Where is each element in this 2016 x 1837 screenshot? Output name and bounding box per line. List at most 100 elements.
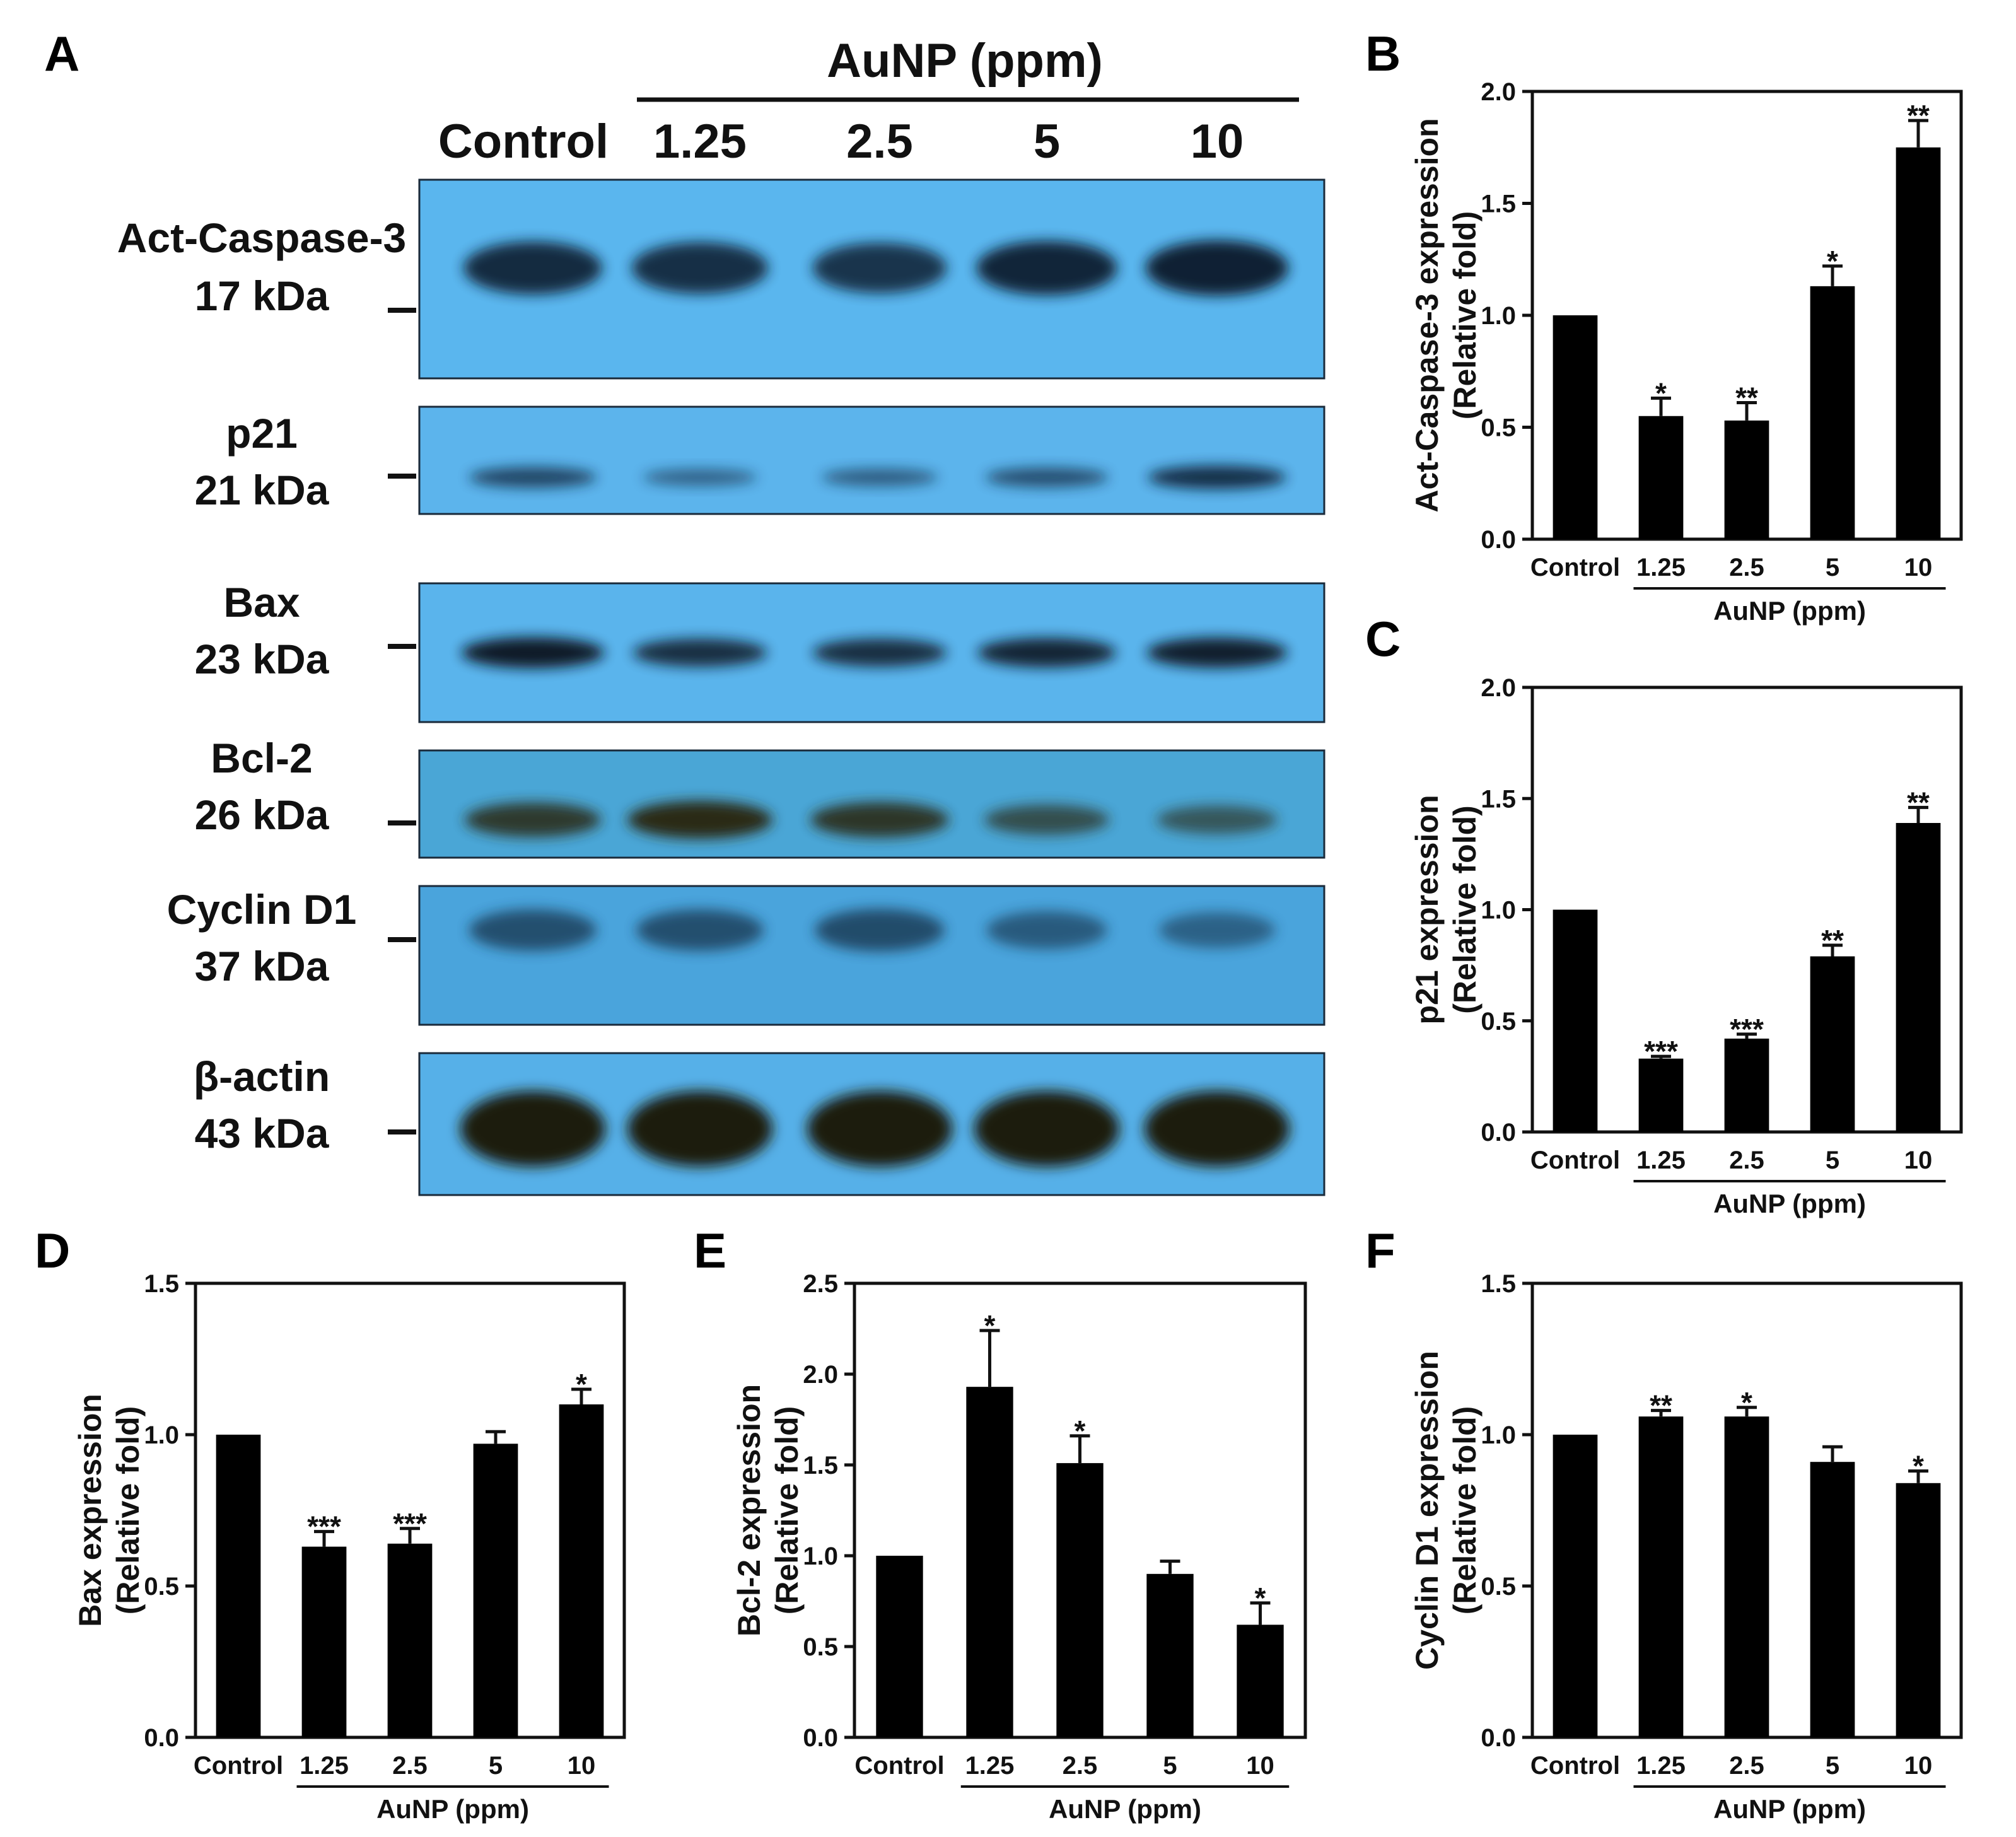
y-axis-subtitle: (Relative fold): [110, 1406, 146, 1615]
blot-5: β-actin 43 kDa: [194, 1052, 1326, 1196]
bar: [1810, 1462, 1855, 1737]
blot-band: [1146, 638, 1288, 668]
blot-band: [1145, 1091, 1290, 1167]
significance-marker: ***: [307, 1510, 341, 1543]
bar: [559, 1404, 604, 1737]
x-tick-label: 5: [1163, 1752, 1177, 1780]
chart-f: F 0.0 0.5 1.0 1.5 Cyclin D1 expression (Relati…: [1365, 1223, 1963, 1824]
x-tick-label: 10: [1904, 554, 1933, 581]
bar: [473, 1443, 518, 1737]
blot-band: [469, 909, 597, 951]
y-axis-subtitle: (Relative fold): [769, 1406, 805, 1615]
y-tick-label: 1.0: [144, 1421, 179, 1449]
blot-band: [643, 469, 757, 486]
panel-letter-a: A: [44, 26, 79, 81]
y-tick-label: 1.5: [1481, 1270, 1516, 1298]
y-tick-label: 0.0: [803, 1724, 838, 1752]
blot-band: [636, 909, 764, 951]
blot-2: Bax 23 kDa: [195, 579, 1326, 723]
blot-band: [807, 1091, 952, 1167]
lane-label-0: Control: [438, 115, 609, 168]
significance-marker: **: [1821, 924, 1844, 957]
blot-band: [627, 1091, 772, 1167]
blot-size-label: 26 kDa: [195, 791, 330, 838]
y-axis-subtitle: (Relative fold): [1447, 805, 1483, 1014]
significance-marker: *: [1827, 245, 1838, 277]
blot-band: [1157, 805, 1278, 834]
bar: [1896, 147, 1941, 539]
x-tick-label: 1.25: [965, 1752, 1015, 1780]
x-tick-label: Control: [854, 1752, 944, 1780]
chart-d: D 0.0 0.5 1.0 1.5 Bax expression (Relative fol…: [35, 1223, 626, 1824]
significance-marker: *: [1913, 1450, 1924, 1483]
bar: [1724, 1038, 1769, 1132]
group-label: AuNP (ppm): [1713, 1794, 1866, 1824]
x-tick-label: 1.25: [1636, 1752, 1686, 1780]
blot-band: [463, 242, 602, 295]
x-tick-label: 2.5: [1063, 1752, 1098, 1780]
x-tick-label: 1.25: [300, 1752, 349, 1780]
bar: [1810, 286, 1855, 539]
panel-letter-c: C: [1365, 611, 1401, 667]
group-label: AuNP (ppm): [1713, 596, 1866, 626]
bar: [387, 1543, 433, 1737]
blot-band: [1158, 912, 1276, 948]
y-axis-subtitle: (Relative fold): [1447, 211, 1483, 420]
lane-label-2: 2.5: [846, 115, 913, 168]
y-axis-title: Bax expression: [73, 1394, 108, 1627]
significance-marker: *: [576, 1368, 587, 1401]
blot-band: [985, 467, 1109, 487]
y-tick-label: 0.0: [144, 1724, 179, 1752]
y-tick-label: 1.5: [1481, 785, 1516, 813]
group-label: AuNP (ppm): [1049, 1794, 1201, 1824]
blot-size-label: 21 kDa: [195, 467, 330, 513]
blot-band: [812, 638, 947, 667]
blot-band: [815, 909, 945, 952]
chart-c: C 0.0 0.5 1.0 1.5 2.0 p21 expression (Relative …: [1365, 611, 1963, 1218]
x-tick-label: 10: [1904, 1752, 1933, 1780]
blot-band: [632, 638, 767, 667]
blot-4: Cyclin D1 37 kDa: [167, 885, 1326, 1026]
significance-marker: *: [984, 1309, 996, 1342]
blot-protein-label: β-actin: [194, 1053, 330, 1100]
y-tick-label: 0.0: [1481, 1724, 1516, 1752]
significance-marker: **: [1735, 381, 1758, 414]
panel-letter-f: F: [1365, 1223, 1395, 1278]
blot-membrane: [418, 405, 1326, 515]
blot-band: [465, 802, 601, 837]
blot-band: [977, 638, 1116, 668]
lane-label-4: 10: [1191, 115, 1244, 168]
blot-band: [460, 1091, 605, 1167]
significance-marker: **: [1650, 1389, 1672, 1422]
significance-marker: *: [1075, 1414, 1086, 1447]
bar: [1553, 1435, 1598, 1737]
y-tick-label: 0.5: [1481, 1573, 1516, 1601]
y-axis-title: Bcl-2 expression: [731, 1384, 767, 1636]
y-tick-label: 2.0: [1481, 674, 1516, 702]
x-tick-label: 10: [1904, 1146, 1933, 1174]
blot-1: p21 21 kDa: [195, 405, 1326, 515]
bar: [966, 1387, 1013, 1737]
panel-letter-d: D: [35, 1223, 70, 1278]
blot-protein-label: p21: [226, 410, 298, 457]
bar: [1237, 1624, 1284, 1737]
blot-band: [976, 241, 1117, 295]
y-tick-label: 0.5: [803, 1633, 838, 1661]
x-tick-label: 10: [568, 1752, 596, 1780]
blot-protein-label: Bax: [223, 579, 300, 626]
chart-e: E 0.0 0.5 1.0 1.5 2.0 2.5 Bcl-2 expression (Rela…: [694, 1223, 1307, 1824]
bar: [1553, 315, 1598, 539]
x-tick-label: Control: [1530, 1146, 1620, 1174]
y-tick-label: 2.0: [803, 1361, 838, 1389]
panel-letter-b: B: [1365, 26, 1401, 81]
y-tick-label: 2.0: [1481, 78, 1516, 106]
blot-band: [469, 467, 597, 488]
blot-protein-label: Cyclin D1: [167, 886, 357, 933]
significance-marker: ***: [1644, 1035, 1678, 1068]
y-tick-label: 1.5: [1481, 190, 1516, 218]
x-tick-label: 5: [1826, 1752, 1839, 1780]
blot-band: [1148, 465, 1286, 489]
blot-band: [812, 243, 947, 293]
y-tick-label: 2.5: [803, 1270, 838, 1298]
blot-size-label: 17 kDa: [195, 272, 330, 319]
